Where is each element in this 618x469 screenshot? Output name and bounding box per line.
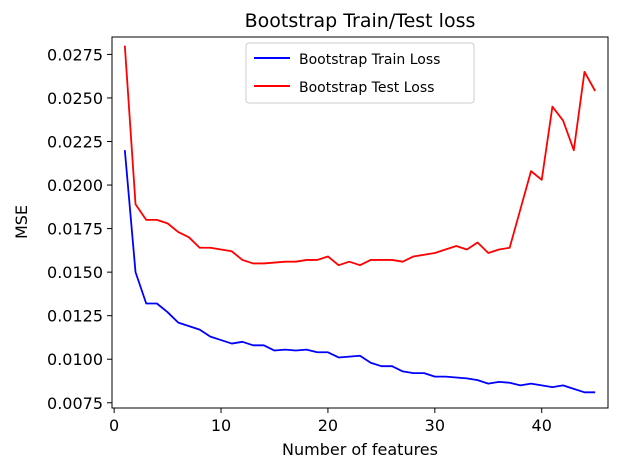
series-line-test [123, 45, 596, 267]
x-axis-label: Number of features [282, 440, 438, 459]
y-tick-label: 0.0200 [47, 176, 103, 195]
chart-title: Bootstrap Train/Test loss [245, 10, 476, 32]
x-axis-ticks: 0 10 20 30 40 [109, 408, 552, 435]
y-tick-label: 0.0250 [47, 89, 103, 108]
legend-label-train: Bootstrap Train Loss [299, 52, 440, 68]
y-tick-label: 0.0125 [47, 307, 103, 326]
y-tick-label: 0.0150 [47, 263, 103, 282]
legend-label-test: Bootstrap Test Loss [299, 80, 434, 96]
x-tick-label: 20 [318, 416, 338, 435]
y-axis-ticks: 0.0075 0.0100 0.0125 0.0150 0.0175 0.0200 0.02… [47, 45, 112, 413]
x-tick-label: 30 [425, 416, 445, 435]
x-tick-label: 10 [211, 416, 231, 435]
series-layer [123, 45, 596, 394]
legend: Bootstrap Train Loss Bootstrap Test Loss [245, 42, 475, 104]
y-tick-label: 0.0275 [47, 45, 103, 64]
y-tick-label: 0.0175 [47, 220, 103, 239]
y-tick-label: 0.0075 [47, 394, 103, 413]
legend-frame [245, 42, 475, 104]
x-tick-label: 0 [109, 416, 119, 435]
y-tick-label: 0.0225 [47, 133, 103, 152]
y-tick-label: 0.0100 [47, 350, 103, 369]
series-line-train [123, 150, 596, 394]
y-axis-label: MSE [12, 205, 31, 239]
plot-frame [111, 36, 609, 409]
x-tick-label: 40 [532, 416, 552, 435]
